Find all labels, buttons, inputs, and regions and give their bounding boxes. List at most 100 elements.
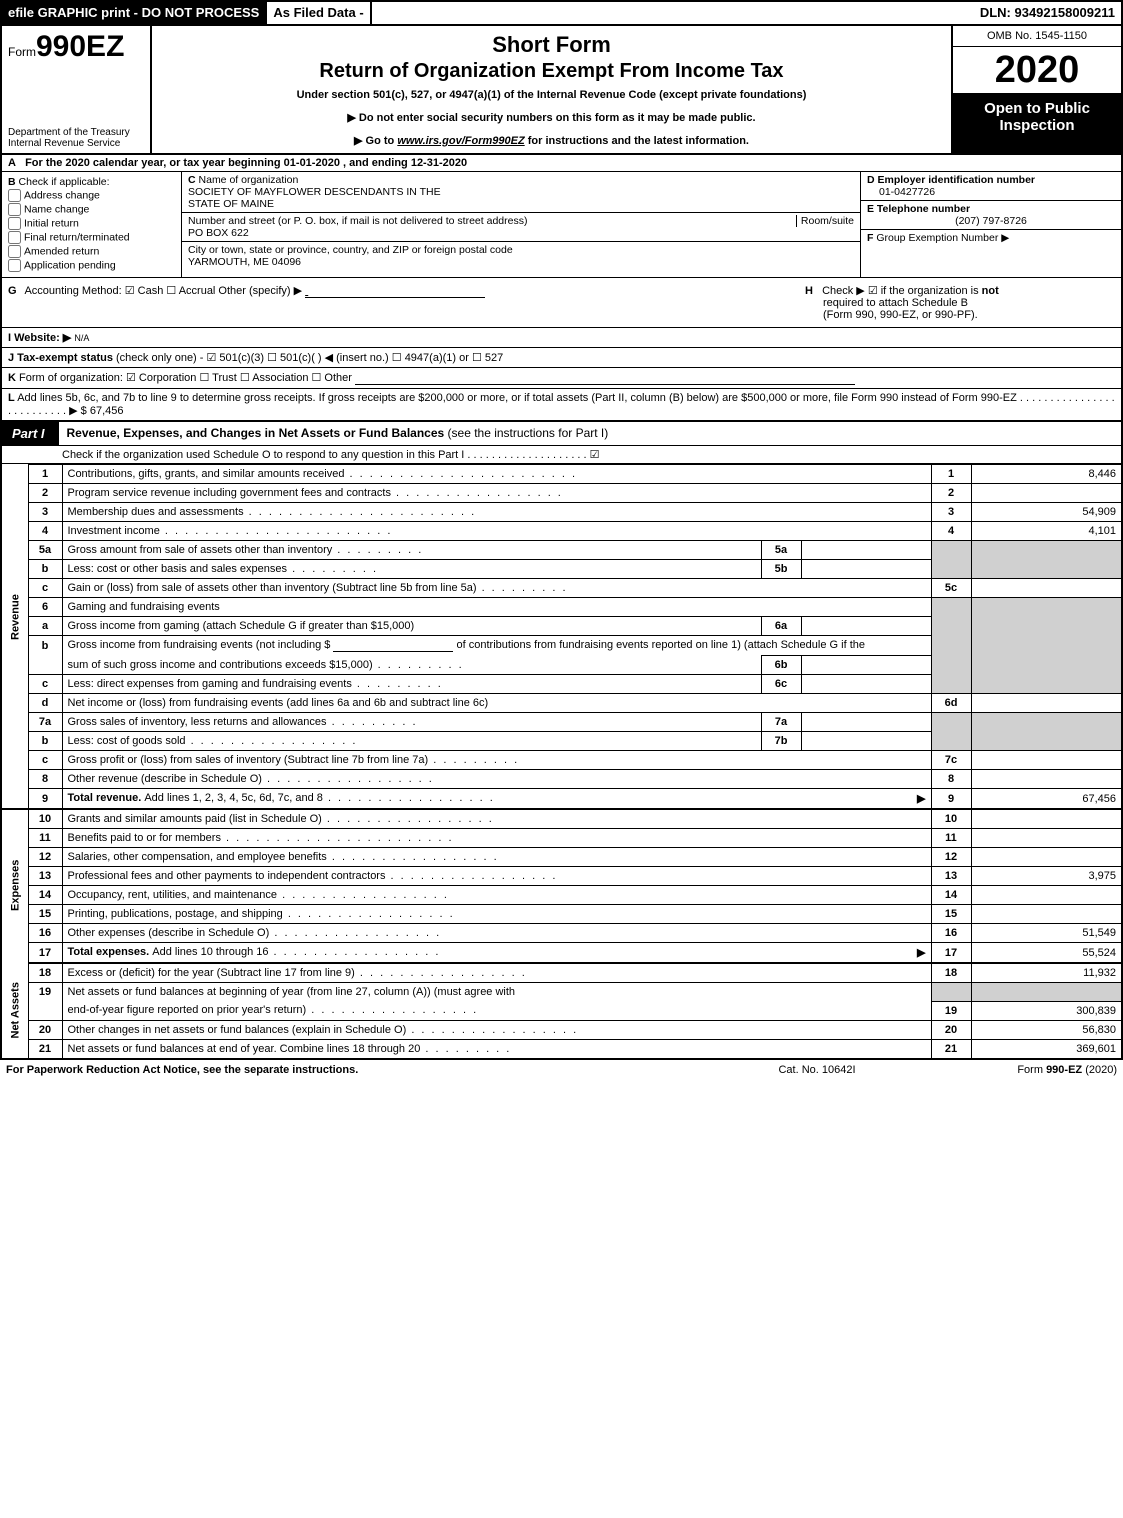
line-j-label: J Tax-exempt status (8, 352, 113, 364)
r6a-in: 6a (761, 617, 801, 636)
footer-year: (2020) (1082, 1064, 1117, 1076)
r12-rn: 12 (931, 848, 971, 867)
r12-rv (971, 848, 1121, 867)
org-name-label: Name of organization (199, 174, 299, 186)
part-1-title: Revenue, Expenses, and Changes in Net As… (59, 422, 1121, 445)
r7b-rv-shade (971, 732, 1121, 751)
room-suite-label: Room/suite (796, 215, 854, 227)
r6c-iv (801, 675, 931, 694)
r10-desc: Grants and similar amounts paid (list in… (62, 809, 931, 829)
r14-rv (971, 886, 1121, 905)
r7a-iv (801, 713, 931, 732)
r3-rv: 54,909 (971, 503, 1121, 522)
r2-rn: 2 (931, 484, 971, 503)
cb-initial-return[interactable]: Initial return (8, 217, 175, 230)
r6c-rn-shade (931, 675, 971, 694)
cb-amended-return[interactable]: Amended return (8, 245, 175, 258)
box-e-label: E Telephone number (867, 203, 970, 215)
row-19a: 19 Net assets or fund balances at beginn… (2, 983, 1121, 1002)
r4-rn: 4 (931, 522, 971, 541)
row-17: 17 Total expenses. Add lines 10 through … (2, 943, 1121, 964)
r6b-blank[interactable] (333, 639, 453, 652)
r2-desc-text: Program service revenue including govern… (68, 487, 563, 499)
form-number: 990EZ (36, 30, 124, 63)
sidelabel-revenue: Revenue (2, 465, 28, 770)
line-k-blank[interactable] (355, 372, 855, 385)
box-f: F Group Exemption Number ▶ (861, 230, 1121, 246)
cb-address-change[interactable]: Address change (8, 189, 175, 202)
r11-dots (221, 832, 454, 844)
r3-desc: Membership dues and assessments (62, 503, 931, 522)
r3-num: 3 (28, 503, 62, 522)
row-5b: b Less: cost or other basis and sales ex… (2, 560, 1121, 579)
irs-link[interactable]: www.irs.gov/Form990EZ (397, 135, 524, 147)
r10-rn: 10 (931, 809, 971, 829)
r14-rn: 14 (931, 886, 971, 905)
footer-right-pre: Form (1017, 1064, 1046, 1076)
row-12: 12 Salaries, other compensation, and emp… (2, 848, 1121, 867)
r9-d-bold: Total revenue. (68, 792, 145, 804)
r6a-rn-shade (931, 617, 971, 636)
part-1-header: Part I Revenue, Expenses, and Changes in… (2, 422, 1121, 446)
r6c-desc: Less: direct expenses from gaming and fu… (62, 675, 761, 694)
dept-line1: Department of the Treasury (8, 127, 144, 138)
r6d-num: d (28, 694, 62, 713)
r6d-rv (971, 694, 1121, 713)
r6-rn-shade (931, 598, 971, 617)
org-address-row: Number and street (or P. O. box, if mail… (182, 213, 860, 242)
r7a-num: 7a (28, 713, 62, 732)
line-a-text: For the 2020 calendar year, or tax year … (25, 157, 467, 169)
r7b-rn-shade (931, 732, 971, 751)
r6b-d2: of contributions from fundraising events… (457, 639, 865, 651)
r21-rn: 21 (931, 1039, 971, 1058)
r14-num: 14 (28, 886, 62, 905)
r11-desc: Benefits paid to or for members (62, 829, 931, 848)
r6b-in: 6b (761, 656, 801, 675)
r5c-desc-text: Gain or (loss) from sale of assets other… (68, 582, 568, 594)
r15-rn: 15 (931, 905, 971, 924)
topbar-spacer (372, 2, 974, 24)
r6d-rn: 6d (931, 694, 971, 713)
r5b-rv-shade (971, 560, 1121, 579)
r1-rv: 8,446 (971, 465, 1121, 484)
r13-desc-text: Professional fees and other payments to … (68, 870, 558, 882)
cb-application-pending[interactable]: Application pending (8, 259, 175, 272)
r16-num: 16 (28, 924, 62, 943)
r5b-num: b (28, 560, 62, 579)
r7a-rn-shade (931, 713, 971, 732)
row-13: 13 Professional fees and other payments … (2, 867, 1121, 886)
footer-left: For Paperwork Reduction Act Notice, see … (6, 1064, 717, 1076)
r7c-desc: Gross profit or (loss) from sales of inv… (62, 751, 931, 770)
r6b-iv (801, 656, 931, 675)
cb-final-return[interactable]: Final return/terminated (8, 231, 175, 244)
r9-rv: 67,456 (971, 789, 1121, 810)
line-g-blank[interactable] (305, 285, 485, 298)
r7a-in: 7a (761, 713, 801, 732)
r6d-desc: Net income or (loss) from fundraising ev… (62, 694, 931, 713)
org-address: PO BOX 622 (188, 227, 249, 239)
box-d: D Employer identification number 01-0427… (861, 172, 1121, 201)
r8-rn: 8 (931, 770, 971, 789)
row-16: 16 Other expenses (describe in Schedule … (2, 924, 1121, 943)
cb-initial-return-label: Initial return (24, 217, 79, 229)
header-center: Short Form Return of Organization Exempt… (152, 26, 951, 153)
cb-name-change[interactable]: Name change (8, 203, 175, 216)
r6-rv-shade (971, 598, 1121, 617)
r19-rn: 19 (931, 1001, 971, 1020)
line-k: K Form of organization: ☑ Corporation ☐ … (2, 368, 1121, 389)
main-title: Return of Organization Exempt From Incom… (162, 60, 941, 83)
row-7a: 7a Gross sales of inventory, less return… (2, 713, 1121, 732)
r19a-rv-shade (971, 983, 1121, 1002)
r5a-rn-shade (931, 541, 971, 560)
r16-dots (269, 927, 441, 939)
r5c-rn: 5c (931, 579, 971, 598)
topbar: efile GRAPHIC print - DO NOT PROCESS As … (2, 2, 1121, 26)
r3-desc-text: Membership dues and assessments (68, 506, 477, 518)
r9-rn: 9 (931, 789, 971, 810)
r7c-rv (971, 751, 1121, 770)
r16-rv: 51,549 (971, 924, 1121, 943)
r18-rv: 11,932 (971, 963, 1121, 983)
dln-number: DLN: 93492158009211 (974, 2, 1121, 24)
r7b-in: 7b (761, 732, 801, 751)
form-label: Form (8, 45, 36, 59)
